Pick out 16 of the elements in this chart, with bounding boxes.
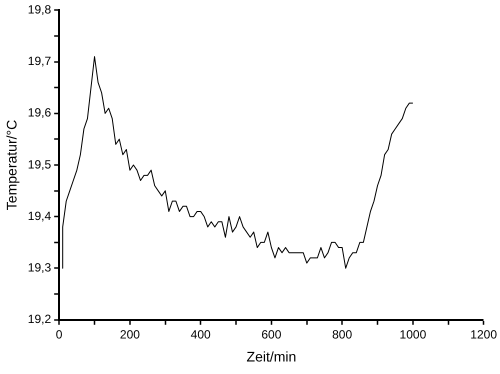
y-tick-label: 19,5: [28, 157, 52, 172]
x-tick-label: 1000: [400, 327, 427, 342]
y-tick-label: 19,8: [28, 2, 52, 17]
x-axis-title: Zeit/min: [246, 348, 296, 364]
y-tick-label: 19,3: [28, 260, 52, 275]
x-tick-label: 0: [56, 327, 63, 342]
x-tick-label: 400: [190, 327, 211, 342]
x-tick-label: 1200: [470, 327, 498, 342]
y-tick-label: 19,7: [28, 54, 52, 68]
y-tick-label: 19,6: [28, 106, 52, 120]
x-tick-label: 800: [332, 327, 352, 342]
x-tick-label: 600: [261, 327, 282, 342]
y-tick-label: 19,2: [28, 312, 52, 326]
y-tick-label: 19,4: [28, 208, 52, 223]
x-tick-label: 200: [120, 327, 140, 342]
y-axis-title: Temperatur/°C: [3, 120, 20, 210]
